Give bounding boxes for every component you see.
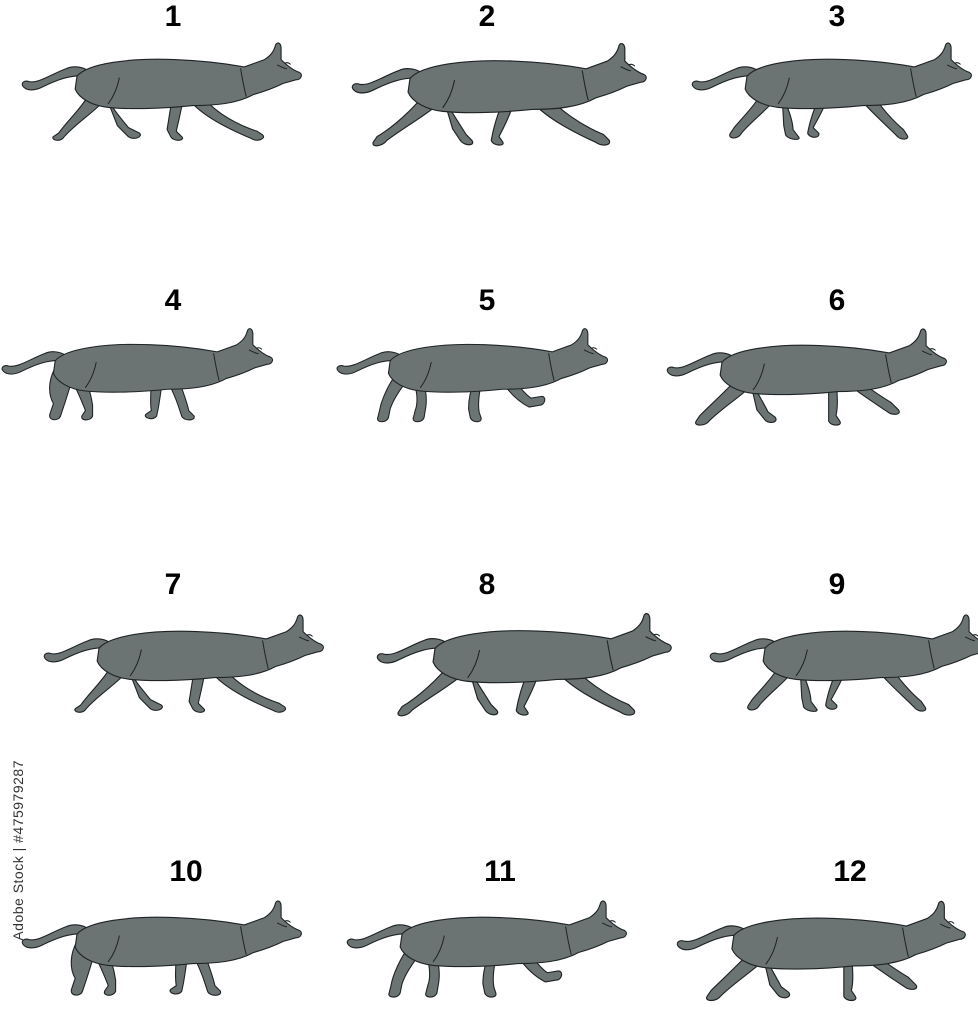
cat-body (52, 328, 274, 393)
cat-eye (306, 634, 313, 637)
cat-front-legs (807, 90, 909, 140)
cat-silhouette-frame-11 (346, 900, 627, 998)
cat-body-lines (752, 350, 933, 391)
frame-number-5: 5 (478, 284, 496, 317)
cat-tail (336, 351, 402, 375)
cat-body (731, 900, 966, 970)
cat-silhouette-frame-4 (1, 328, 274, 421)
cat-silhouette-frame-10 (21, 900, 302, 996)
cat-silhouette-frame-5 (336, 328, 609, 423)
frame-number-8: 8 (478, 568, 496, 601)
cat-body (407, 42, 647, 114)
cat-body (74, 42, 302, 110)
frame-number-4: 4 (164, 284, 182, 317)
frame-number-7: 7 (164, 568, 182, 601)
cat-eye (284, 62, 291, 65)
cat-tail (691, 66, 759, 91)
cat-front-legs (825, 662, 927, 712)
cat-body (432, 612, 672, 684)
cat-tail (21, 66, 89, 91)
cat-silhouette-frame-7 (43, 614, 324, 713)
cat-body (399, 900, 627, 968)
frame-number-10: 10 (169, 855, 203, 888)
cat-eye (947, 921, 955, 924)
cat-body-lines (129, 636, 310, 677)
frame-number-2: 2 (478, 0, 496, 33)
cat-eye (590, 347, 598, 350)
cat-front-legs (490, 95, 611, 146)
cat-tail (21, 924, 89, 949)
cat-tail (346, 924, 414, 949)
frame-number-3: 3 (828, 0, 846, 33)
cat-silhouette-frame-8 (376, 612, 672, 717)
cat-body (96, 614, 324, 682)
frame-number-6: 6 (828, 284, 846, 317)
cat-body (74, 900, 302, 968)
cat-eye (929, 348, 936, 351)
cat-eye (284, 920, 291, 923)
frame-number-12: 12 (833, 855, 867, 888)
frame-number-9: 9 (828, 568, 846, 601)
cat-body-lines (467, 636, 657, 679)
cat-front-legs (515, 665, 636, 716)
cat-tail (1, 351, 67, 375)
cat-body (762, 614, 978, 682)
cat-tail (43, 638, 111, 663)
cat-silhouette-frame-6 (666, 328, 947, 426)
cat-tail (351, 68, 423, 94)
cat-silhouette-frame-9 (709, 614, 978, 712)
cat-body-lines (419, 349, 594, 388)
cat-tail (666, 352, 734, 377)
cat-front-legs (166, 92, 265, 141)
cat-body-lines (432, 922, 613, 963)
cat-tail (376, 638, 448, 664)
cat-body (744, 42, 972, 110)
cat-body (387, 328, 609, 393)
cat-eye (255, 347, 263, 350)
cat-eye (954, 62, 961, 65)
frame-number-11: 11 (484, 855, 516, 888)
cat-silhouette-frame-3 (691, 42, 972, 140)
cat-silhouette-frame-2 (351, 42, 647, 147)
cat-body-lines (84, 349, 259, 388)
cat-body-lines (795, 636, 976, 677)
cat-eye (628, 63, 636, 67)
cat-body-lines (107, 922, 288, 963)
cat-body (719, 328, 947, 396)
cat-body-lines (777, 64, 958, 105)
cat-eye (609, 920, 616, 923)
frame-number-1: 1 (164, 0, 182, 33)
cat-front-legs (188, 664, 287, 713)
cat-tail (676, 925, 746, 951)
cat-body-lines (107, 64, 288, 105)
cat-silhouette-frame-12 (676, 900, 966, 1002)
cat-body-lines (765, 923, 951, 965)
cat-silhouette-frame-1 (21, 42, 302, 141)
cat-body-lines (442, 66, 632, 109)
cat-tail (709, 638, 777, 663)
cat-eye (653, 633, 661, 637)
